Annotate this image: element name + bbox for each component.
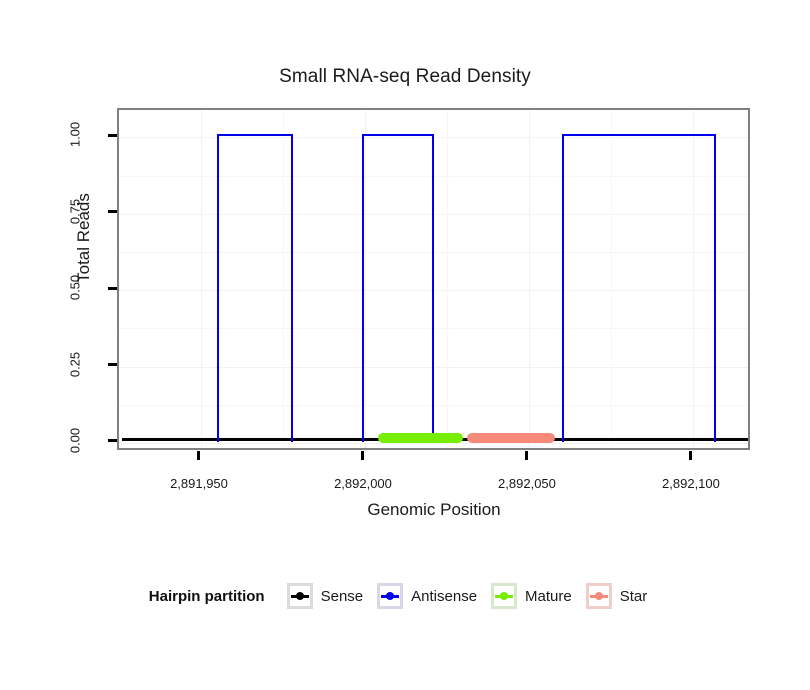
legend-item-mature[interactable]: Mature: [491, 583, 572, 609]
legend-title: Hairpin partition: [148, 587, 265, 605]
y-tick-label: 0.25: [67, 351, 83, 377]
x-tick-label: 2,892,100: [662, 476, 720, 491]
y-tick-mark: [108, 133, 117, 137]
x-tick-mark: [525, 451, 529, 460]
legend: Hairpin partition Sense Antisense Mature St…: [0, 583, 810, 609]
y-tick-mark: [108, 210, 117, 214]
y-tick-mark: [108, 439, 117, 443]
legend-key-dot: [500, 592, 509, 600]
legend-key-icon: [377, 583, 404, 609]
legend-key-dot: [295, 592, 304, 600]
legend-item-label: Sense: [320, 587, 364, 605]
series-antisense-plateau: [561, 134, 716, 442]
legend-key-icon: [491, 583, 518, 609]
x-tick-label: 2,892,050: [498, 476, 556, 491]
gridline-vertical-minor: [282, 110, 284, 448]
legend-key-icon: [286, 583, 313, 609]
y-tick-label: 0.00: [67, 427, 83, 453]
series-antisense-plateau: [361, 134, 434, 442]
legend-item-label: Star: [619, 587, 648, 605]
gridline-horizontal: [119, 442, 748, 444]
legend-key-dot: [594, 592, 603, 600]
legend-key-dot: [386, 592, 395, 600]
legend-item-label: Antisense: [411, 587, 478, 605]
series-mature-bar: [378, 433, 464, 444]
y-tick-label: 1.00: [67, 122, 83, 148]
x-tick-mark: [197, 451, 201, 460]
y-tick-label: 0.50: [67, 275, 83, 301]
x-axis-title: Genomic Position: [367, 500, 501, 519]
x-tick-label: 2,892,000: [334, 476, 392, 491]
gridline-vertical: [200, 110, 202, 448]
legend-item-antisense[interactable]: Antisense: [377, 583, 477, 609]
gridline-vertical: [364, 110, 366, 448]
y-tick-mark: [108, 286, 117, 290]
y-tick-mark: [108, 363, 117, 366]
legend-item-star[interactable]: Star: [585, 583, 648, 609]
x-tick-label: 2,891,950: [170, 476, 228, 491]
gridline-vertical: [692, 110, 694, 448]
plot-panel: [117, 108, 750, 450]
legend-key-icon: [585, 583, 612, 609]
gridline-vertical-minor: [610, 110, 612, 448]
series-star-bar: [466, 433, 556, 444]
y-tick-label: 0.75: [67, 198, 83, 224]
series-antisense-plateau: [217, 134, 293, 442]
gridline-vertical-minor: [446, 110, 448, 448]
legend-items: Sense Antisense Mature Star: [286, 583, 662, 609]
legend-item-label: Mature: [525, 587, 572, 605]
page-title: Small RNA-seq Read Density: [279, 66, 531, 87]
gridline-vertical: [528, 110, 530, 448]
x-tick-mark: [361, 451, 365, 460]
x-tick-mark: [689, 451, 693, 460]
legend-item-sense[interactable]: Sense: [286, 583, 364, 609]
